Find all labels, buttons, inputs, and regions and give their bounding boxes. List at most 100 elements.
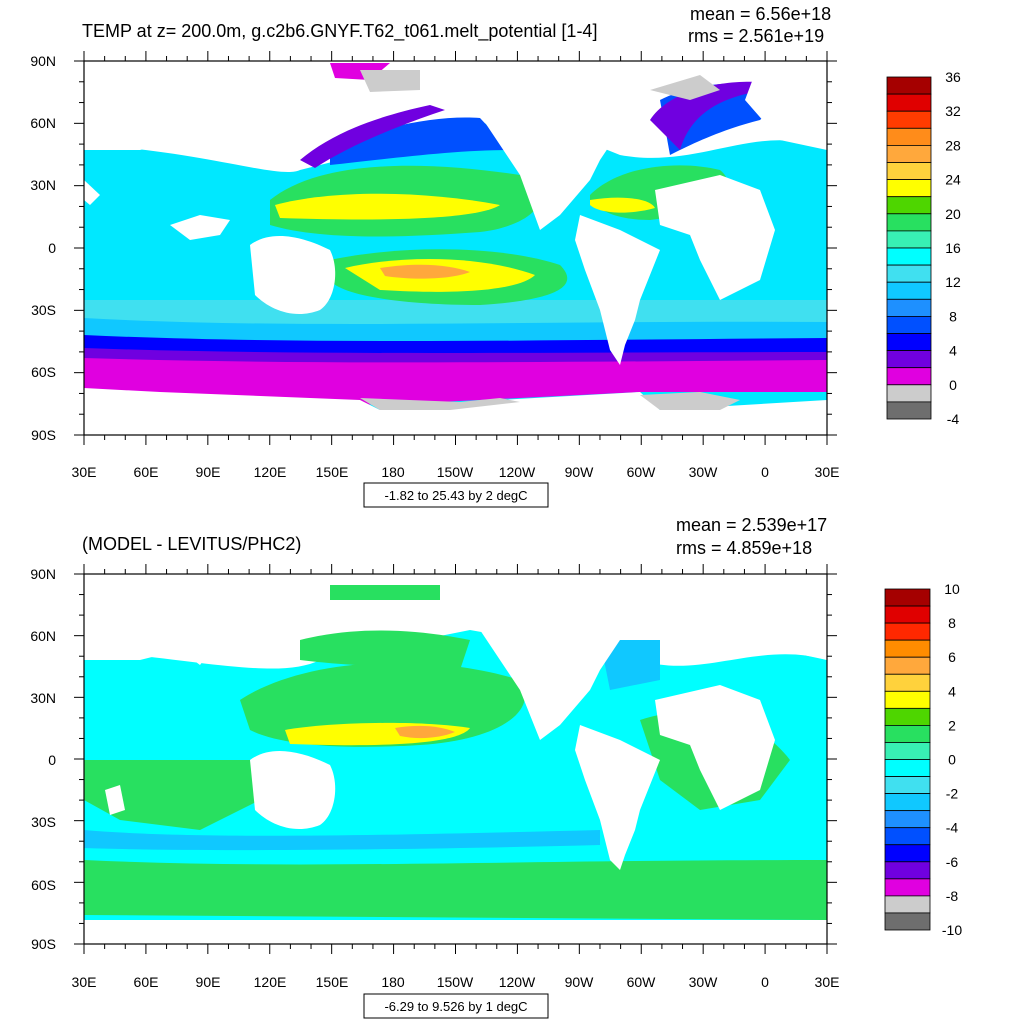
colorbar-swatch [886,350,932,369]
colorbar-label: 10 [944,581,960,597]
colorbar-swatch [886,298,932,317]
lon-label: 120E [254,464,287,480]
lon-label: 180 [381,464,405,480]
lon-label: 30E [815,464,840,480]
colorbar-swatch [886,333,932,352]
lon-label: 90E [196,464,221,480]
lat-label: 60S [31,877,56,893]
top-panel-title: TEMP at z= 200.0m, g.c2b6.GNYF.T62_t061.… [82,21,597,42]
colorbar-label: 0 [948,752,956,768]
top-range-box [363,482,549,508]
colorbar-swatch [886,93,932,112]
colorbar-swatch [884,622,931,641]
colorbar-label: 20 [945,206,961,222]
colorbar-label: 4 [948,683,956,699]
colorbar-swatch [884,895,931,914]
lon-label: 30E [72,974,97,990]
colorbar-swatch [884,827,931,846]
colorbar-label: 8 [948,615,956,631]
colorbar-swatch [886,196,932,215]
top-lat-labels: 90N 60N 30N 0 30S 60S 90S [30,53,56,443]
lon-label: 150W [437,974,474,990]
lon-label: 0 [761,464,769,480]
lon-label: 120E [254,974,287,990]
top-colorbar-labels: 36 32 28 24 20 16 12 8 4 0 -4 [945,69,961,427]
colorbar-swatch [886,230,932,249]
lon-label: 90W [565,974,595,990]
top-range-label: -1.82 to 25.43 by 2 degC [384,488,527,503]
colorbar-label: -4 [947,411,960,427]
lon-label: 0 [761,974,769,990]
colorbar-label: -2 [946,786,959,802]
colorbar-swatch [884,656,931,675]
lon-label: 150W [437,464,474,480]
bottom-panel-mean: mean = 2.539e+17 [676,515,827,535]
lon-label: 180 [381,974,405,990]
bottom-panel-title: (MODEL - LEVITUS/PHC2) [82,534,301,554]
colorbar-swatch [884,878,931,897]
colorbar-swatch [884,588,931,607]
colorbar-label: 32 [945,103,961,119]
lon-label: 90E [196,974,221,990]
colorbar-swatch [886,247,932,266]
lon-label: 150E [316,464,349,480]
colorbar-swatch [886,367,932,386]
colorbar-label: 12 [945,274,961,290]
lat-label: 30S [31,302,56,318]
colorbar-swatch [886,384,932,403]
top-panel: TEMP at z= 200.0m, g.c2b6.GNYF.T62_t061.… [30,4,961,508]
colorbar-swatch [886,144,932,163]
colorbar-label: 28 [945,137,961,153]
bottom-panel: (MODEL - LEVITUS/PHC2) mean = 2.539e+17 … [30,515,962,1019]
colorbar-swatch [884,776,931,794]
lat-label: 60S [31,364,56,380]
lon-label: 60E [134,464,159,480]
colorbar-label: -10 [942,922,962,938]
lon-label: 30W [689,974,719,990]
colorbar-label: 24 [945,172,961,188]
lon-label: 30E [72,464,97,480]
bottom-map-field [84,574,827,944]
colorbar-label: 4 [949,343,957,359]
lat-label: 90N [30,566,56,582]
lat-label: 60N [30,628,56,644]
top-lon-labels: 30E 60E 90E 120E 150E 180 150W 120W 90W … [72,464,840,480]
lat-label: 30S [31,814,56,830]
colorbar-label: 36 [945,69,961,85]
bottom-panel-rms: rms = 4.859e+18 [676,538,812,558]
bottom-land [84,574,827,870]
lat-label: 30N [30,177,56,193]
colorbar-swatch [884,690,931,709]
lat-label: 60N [30,115,56,131]
bottom-range-box [363,993,549,1019]
bottom-range-label: -6.29 to 9.526 by 1 degC [384,999,527,1014]
colorbar-swatch [886,401,932,420]
colorbar-swatch [884,725,931,743]
lon-label: 30E [815,974,840,990]
lon-label: 120W [499,974,536,990]
lon-label: 60W [627,974,657,990]
lon-label: 150E [316,974,349,990]
colorbar-swatch [884,793,931,812]
lon-label: 60E [134,974,159,990]
colorbar-label: 8 [949,308,957,324]
colorbar-label: 16 [945,240,961,256]
lat-label: 90S [31,427,56,443]
colorbar-swatch [886,76,932,95]
colorbar-swatch [886,179,932,198]
colorbar-swatch [886,110,932,129]
colorbar-label: 6 [948,649,956,665]
top-colorbar [886,76,932,420]
lat-label: 0 [48,752,56,768]
bottom-axis-ticks [74,564,837,954]
colorbar-swatch [886,264,932,283]
colorbar-label: 0 [949,377,957,393]
lon-label: 90W [565,464,595,480]
colorbar-swatch [884,861,931,880]
colorbar-swatch [886,315,932,334]
colorbar-swatch [884,759,931,777]
colorbar-swatch [884,605,931,624]
colorbar-swatch [886,213,932,232]
colorbar-label: 2 [948,717,956,733]
